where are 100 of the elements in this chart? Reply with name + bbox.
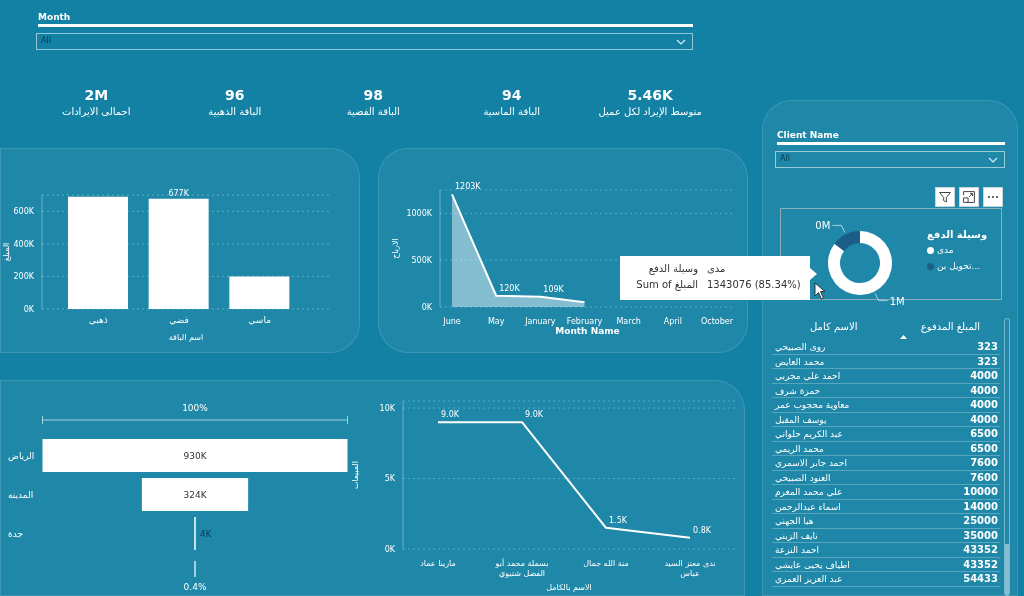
- legend-label: تحويل بن...: [937, 260, 981, 273]
- data-label: 323: [977, 341, 998, 353]
- y-tick-label: 0K: [421, 302, 433, 312]
- data-label: 4000: [970, 384, 998, 397]
- category-label: احمد جابر الاسمري: [775, 457, 847, 469]
- data-label: 120K: [499, 283, 521, 293]
- category-label: عبد الكريم حلواني: [775, 428, 843, 440]
- data-label: 25000: [963, 515, 998, 527]
- category-label: حمزة شرف: [775, 384, 821, 397]
- data-label: 323: [977, 355, 998, 368]
- category-label: محمد العايض: [775, 355, 825, 368]
- donut-slice: [828, 231, 892, 295]
- text: Month: [38, 12, 71, 22]
- x-tick-label: March: [616, 317, 641, 326]
- data-label: 1M: [889, 295, 905, 307]
- x-tick-label: فضي: [169, 315, 189, 326]
- x-tick-label: October: [700, 317, 734, 326]
- category-label: معاوية محجوب عمر: [775, 399, 850, 411]
- text: 100%: [182, 403, 209, 413]
- annotation: وسيلة الدفع: [648, 263, 698, 274]
- data-label: 0M: [815, 220, 831, 232]
- data-label: 4000: [970, 370, 998, 382]
- data-label: 6500: [970, 428, 998, 440]
- x-tick-label: June: [442, 317, 461, 326]
- y-tick-label: 600K: [13, 207, 35, 217]
- data-label: 43352: [963, 544, 998, 556]
- annotation: مدى: [707, 263, 726, 274]
- y-tick-label: 400K: [13, 239, 35, 249]
- x-tick-label: منة الله جمال: [583, 559, 629, 568]
- x-tick-label: بسملة محمد أبو الفضل شتيوي: [494, 558, 549, 578]
- data-label: 1.5K: [609, 515, 628, 525]
- y-axis-title: الارباح: [391, 238, 400, 259]
- y-tick-label: 5K: [384, 474, 396, 484]
- data-label: 10000: [963, 486, 998, 498]
- category-label: العنود الصبيحي: [775, 471, 831, 484]
- category-label: احمد علي مجربي: [775, 370, 841, 382]
- category-label: عبد العزيز العمري: [775, 573, 843, 585]
- x-tick-label: May: [487, 317, 505, 326]
- category-label: يوسف المقبل: [775, 413, 827, 426]
- data-label: 4000: [970, 399, 998, 411]
- x-tick-label: February: [566, 317, 603, 326]
- x-tick-label: ماسي: [248, 315, 272, 326]
- y-axis-title: المبيعات: [351, 461, 360, 489]
- data-label: 9.0K: [441, 410, 460, 420]
- text: الاسم كامل: [810, 321, 858, 332]
- data-label: 677K: [168, 188, 190, 198]
- text: المبلغ المدفوع: [920, 321, 980, 332]
- category-label: علي محمد المغرم: [775, 486, 843, 498]
- category-label: جدة: [8, 528, 24, 539]
- y-tick-label: 0K: [23, 304, 35, 314]
- data-label: 109K: [543, 284, 565, 294]
- category-label: اطياف يحيى عايشي: [775, 558, 850, 571]
- category-label: روى الصبيحي: [775, 341, 826, 353]
- x-axis-title: Month Name: [555, 326, 620, 336]
- y-tick-label: 500K: [411, 256, 433, 266]
- donut-slice: [834, 231, 860, 251]
- data-label: 6500: [970, 442, 998, 455]
- data-label: 4000: [970, 413, 998, 426]
- category-label: اسماء عبدالرحمن: [775, 500, 841, 513]
- data-label: 7600: [970, 471, 998, 484]
- data-label: 14000: [963, 500, 998, 513]
- data-label: 54433: [963, 573, 998, 585]
- data-label: 324K: [183, 489, 208, 500]
- data-label: 930K: [183, 450, 208, 461]
- bar: [68, 196, 128, 309]
- category-label: احمد النزعة: [775, 544, 819, 556]
- data-label: 7600: [970, 457, 998, 469]
- y-tick-label: 200K: [13, 272, 35, 282]
- text: Client Name: [777, 130, 839, 140]
- data-label: 43352: [963, 558, 998, 571]
- category-label: محمد الريمي: [775, 442, 824, 455]
- dropdown-field: All: [36, 33, 693, 50]
- x-tick-label: ذهبي: [88, 315, 108, 326]
- legend-title: وسيلة الدفع: [927, 229, 988, 240]
- category-label: نايف الزبني: [775, 529, 818, 542]
- x-tick-label: April: [663, 317, 682, 326]
- x-axis-title: الاسم بالكامل: [546, 583, 592, 592]
- data-label: 4K: [199, 528, 213, 539]
- bar: [229, 276, 290, 309]
- dropdown-field: All: [775, 151, 1005, 168]
- data-label: 0.8K: [693, 525, 712, 535]
- x-tick-label: ندى معتز السيد عباس: [664, 559, 716, 578]
- y-tick-label: 10K: [379, 403, 396, 413]
- annotation: 1343076 (85.34%): [707, 279, 801, 290]
- text: 0.4%: [183, 582, 207, 592]
- legend-label: مدى: [937, 244, 954, 257]
- y-tick-label: 0K: [384, 544, 396, 554]
- data-label: 1203K: [455, 182, 482, 192]
- annotation: Sum of المبلغ: [636, 279, 698, 290]
- category-label: هيا الجهني: [775, 515, 814, 527]
- data-label: 9.0K: [525, 410, 544, 420]
- x-axis-title: اسم الباقة: [168, 333, 204, 342]
- x-tick-label: January: [524, 317, 556, 326]
- category-label: الرياض: [8, 450, 35, 461]
- x-tick-label: مارينا عماد: [420, 559, 456, 568]
- category-label: المدينه: [8, 489, 34, 500]
- y-tick-label: 1000K: [406, 209, 433, 219]
- bar: [148, 198, 209, 309]
- y-axis-title: المبلغ: [2, 242, 11, 262]
- data-label: 35000: [963, 529, 998, 542]
